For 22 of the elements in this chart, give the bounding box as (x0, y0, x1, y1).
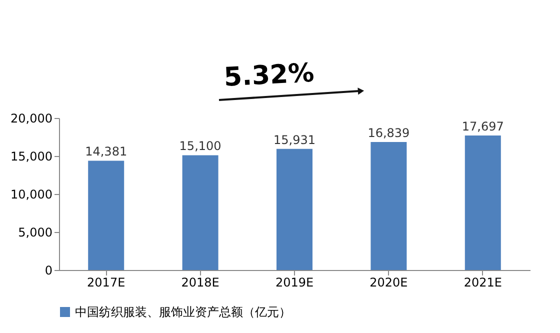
x-tick-label: 2020E (370, 276, 408, 290)
y-tick-label: 10,000 (10, 188, 52, 202)
x-tick-label: 2017E (87, 276, 126, 290)
y-tick-label: 0 (44, 264, 52, 278)
x-tick-label: 2021E (464, 276, 502, 290)
data-label: 16,839 (368, 126, 410, 140)
y-tick-label: 20,000 (10, 112, 52, 126)
y-tick-label: 15,000 (10, 150, 52, 164)
bar (276, 148, 312, 270)
bar (370, 142, 407, 270)
text: 5.32% (223, 58, 315, 93)
data-label: 15,931 (274, 132, 316, 147)
legend-label: 中国纺织服装、服饰业资产总额（亿元） (75, 305, 291, 319)
y-tick-label: 5,000 (18, 226, 52, 240)
data-label: 14,381 (85, 144, 128, 159)
data-label: 15,100 (179, 139, 222, 154)
bar (464, 136, 501, 270)
x-tick-label: 2018E (181, 276, 220, 290)
data-label: 17,697 (462, 120, 504, 134)
bar (88, 160, 124, 270)
bar (182, 155, 218, 270)
x-tick-label: 2019E (275, 276, 314, 290)
